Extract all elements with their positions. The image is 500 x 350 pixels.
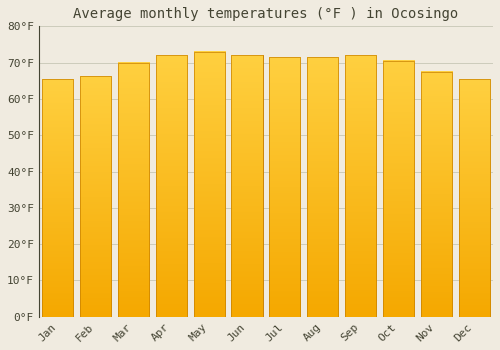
Bar [232, 55, 262, 317]
Bar [194, 52, 224, 317]
Bar [194, 52, 224, 317]
Bar [232, 55, 262, 317]
Bar [270, 57, 300, 317]
Bar [383, 61, 414, 317]
Bar [42, 79, 74, 317]
Bar [421, 72, 452, 317]
Bar [156, 55, 187, 317]
Bar [345, 55, 376, 317]
Bar [118, 63, 149, 317]
Bar [458, 79, 490, 317]
Bar [80, 76, 111, 317]
Bar [80, 76, 111, 317]
Title: Average monthly temperatures (°F ) in Ocosingo: Average monthly temperatures (°F ) in Oc… [74, 7, 458, 21]
Bar [458, 79, 490, 317]
Bar [118, 63, 149, 317]
Bar [307, 57, 338, 317]
Bar [307, 57, 338, 317]
Bar [42, 79, 74, 317]
Bar [421, 72, 452, 317]
Bar [270, 57, 300, 317]
Bar [156, 55, 187, 317]
Bar [383, 61, 414, 317]
Bar [345, 55, 376, 317]
